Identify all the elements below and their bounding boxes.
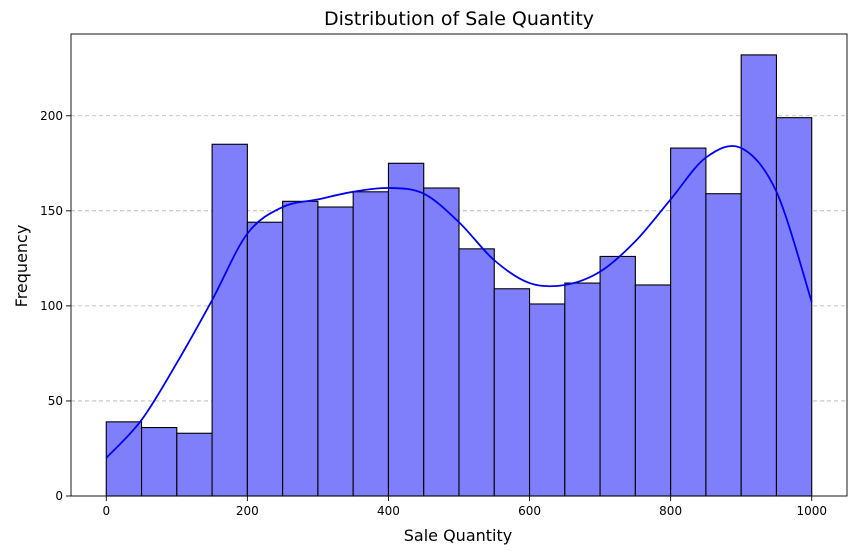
histogram-bar — [388, 163, 423, 496]
histogram-bar — [318, 207, 353, 496]
x-tick-label: 1000 — [796, 504, 827, 518]
y-axis-ticks: 0 50 100 150 200 — [40, 109, 71, 503]
histogram-bar — [494, 289, 529, 496]
x-tick-label: 400 — [377, 504, 400, 518]
histogram-bar — [424, 188, 459, 496]
histogram-bar — [600, 256, 635, 496]
y-tick-label: 150 — [40, 204, 63, 218]
histogram-bar — [706, 194, 741, 496]
chart-title: Distribution of Sale Quantity — [324, 8, 594, 30]
histogram-bar — [106, 422, 141, 496]
histogram-bar — [776, 118, 811, 496]
y-tick-label: 100 — [40, 299, 63, 313]
histogram-bar — [353, 192, 388, 496]
histogram-bars — [106, 55, 811, 496]
histogram-bar — [565, 283, 600, 496]
histogram-bar — [635, 285, 670, 496]
histogram-bar — [247, 222, 282, 496]
x-tick-label: 200 — [236, 504, 259, 518]
histogram-bar — [283, 201, 318, 496]
histogram-bar — [142, 428, 177, 496]
histogram-bar — [177, 433, 212, 496]
histogram-bar — [459, 249, 494, 496]
x-tick-label: 600 — [518, 504, 541, 518]
y-tick-label: 50 — [48, 394, 63, 408]
histogram-bar — [671, 148, 706, 496]
x-tick-label: 0 — [102, 504, 110, 518]
x-axis-ticks: 0 200 400 600 800 1000 — [102, 496, 827, 518]
histogram-bar — [741, 55, 776, 496]
y-axis-label: Frequency — [12, 225, 31, 308]
x-axis-label: Sale Quantity — [404, 526, 512, 545]
histogram-bar — [530, 304, 565, 496]
histogram-bar — [212, 144, 247, 496]
y-tick-label: 0 — [55, 489, 63, 503]
y-tick-label: 200 — [40, 109, 63, 123]
x-tick-label: 800 — [659, 504, 682, 518]
